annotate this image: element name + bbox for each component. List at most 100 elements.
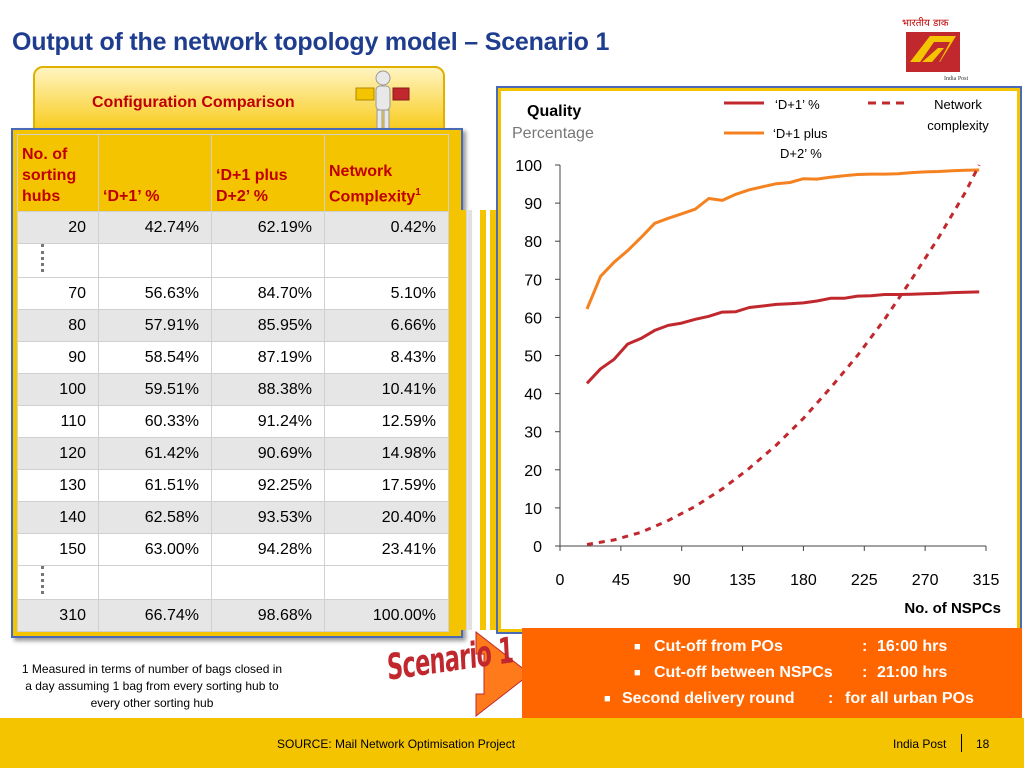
table-cell: 17.59% bbox=[324, 469, 449, 502]
table-cell bbox=[98, 565, 212, 600]
info-value: for all urban POs bbox=[845, 690, 974, 707]
page-title: Output of the network topology model – S… bbox=[12, 28, 610, 56]
info-sep: : bbox=[862, 638, 868, 655]
table-cell: 61.51% bbox=[98, 469, 212, 502]
india-post-logo: भारतीय डाक India Post bbox=[902, 17, 969, 82]
table-cell: 94.28% bbox=[211, 533, 325, 566]
ellipsis-dots-icon bbox=[41, 566, 47, 594]
header-text: ‘D+1 plus D+2’ % bbox=[216, 167, 288, 205]
info-box: ■ Cut-off from POs : 16:00 hrs ■ Cut-off… bbox=[522, 628, 1022, 718]
header-superscript: 1 bbox=[415, 186, 421, 198]
bullet-icon: ■ bbox=[634, 667, 641, 679]
table-row: 90 58.54% 87.19% 8.43% bbox=[17, 341, 449, 374]
info-sep: : bbox=[862, 664, 868, 681]
table-header-cell: ‘D+1’ % bbox=[98, 134, 212, 212]
table-header-row: No. of sorting hubs ‘D+1’ % ‘D+1 plus D+2’… bbox=[17, 134, 449, 212]
table-cell: 20.40% bbox=[324, 501, 449, 534]
table-row: 140 62.58% 93.53% 20.40% bbox=[17, 501, 449, 534]
series-line-0 bbox=[585, 290, 980, 385]
table-cell: 98.68% bbox=[211, 599, 325, 632]
footer-org: India Post bbox=[893, 737, 947, 751]
table-row: 80 57.91% 85.95% 6.66% bbox=[17, 309, 449, 342]
table-row: 110 60.33% 91.24% 12.59% bbox=[17, 405, 449, 438]
header-text: Network Complexity bbox=[329, 162, 416, 205]
table-cell: 100 bbox=[17, 373, 99, 406]
table-cell: 58.54% bbox=[98, 341, 212, 374]
puzzle-people-icon bbox=[355, 70, 410, 131]
table-cell: 87.19% bbox=[211, 341, 325, 374]
table-cell: 310 bbox=[17, 599, 99, 632]
table-cell: 100.00% bbox=[324, 599, 449, 632]
table-cell: 56.63% bbox=[98, 277, 212, 310]
page-number: 18 bbox=[976, 737, 990, 751]
ellipsis-dots-icon bbox=[41, 244, 47, 272]
footnote: 1 Measured in terms of number of bags cl… bbox=[21, 662, 283, 710]
y-tick-label: 50 bbox=[524, 349, 542, 366]
footer-separator bbox=[961, 734, 962, 752]
x-tick-label: 270 bbox=[912, 572, 939, 589]
y-tick-label: 80 bbox=[524, 234, 542, 251]
table-gap-row bbox=[17, 243, 449, 278]
y-tick-label: 70 bbox=[524, 272, 542, 289]
quality-chart: 0 10 20 30 40 50 60 70 80 90 100 0 45 90 135 180 225 270 3… bbox=[512, 97, 1001, 617]
table-cell: 10.41% bbox=[324, 373, 449, 406]
info-label: Cut-off between NSPCs bbox=[654, 664, 833, 681]
x-tick-label: 180 bbox=[790, 572, 817, 589]
section-tab-label: Configuration Comparison bbox=[92, 94, 295, 111]
chart-frame bbox=[498, 88, 1020, 632]
table-cell: 120 bbox=[17, 437, 99, 470]
info-label: Cut-off from POs bbox=[654, 638, 783, 655]
x-tick-label: 90 bbox=[673, 572, 691, 589]
table-cell bbox=[17, 565, 99, 600]
x-tick-label: 135 bbox=[729, 572, 756, 589]
table-cell: 14.98% bbox=[324, 437, 449, 470]
header-text: ‘D+1’ % bbox=[103, 188, 160, 205]
footer-bar bbox=[0, 718, 1024, 768]
svg-text:भारतीय डाक: भारतीय डाक bbox=[902, 17, 949, 29]
table-cell: 92.25% bbox=[211, 469, 325, 502]
x-tick-label: 225 bbox=[851, 572, 878, 589]
table-cell: 93.53% bbox=[211, 501, 325, 534]
table-row: 70 56.63% 84.70% 5.10% bbox=[17, 277, 449, 310]
legend-label-d1d2: ‘D+1 plus D+2’ % bbox=[773, 126, 828, 161]
table-cell bbox=[324, 565, 449, 600]
y-tick-label: 40 bbox=[524, 387, 542, 404]
legend-label-complexity: Network complexity bbox=[927, 97, 989, 133]
table-cell bbox=[98, 243, 212, 278]
y-tick-label: 100 bbox=[515, 158, 542, 175]
table-cell: 20 bbox=[17, 211, 99, 244]
table-row: 120 61.42% 90.69% 14.98% bbox=[17, 437, 449, 470]
info-value: 16:00 hrs bbox=[877, 638, 948, 655]
y-tick-label: 20 bbox=[524, 463, 542, 480]
table-cell bbox=[324, 243, 449, 278]
bullet-icon: ■ bbox=[634, 641, 641, 653]
table-cell: 90 bbox=[17, 341, 99, 374]
table-cell: 66.74% bbox=[98, 599, 212, 632]
table-cell: 70 bbox=[17, 277, 99, 310]
decorative-stripes bbox=[460, 210, 498, 630]
table-cell: 140 bbox=[17, 501, 99, 534]
y-tick-label: 0 bbox=[533, 539, 542, 556]
table-row: 20 42.74% 62.19% 0.42% bbox=[17, 211, 449, 244]
table-cell: 130 bbox=[17, 469, 99, 502]
table-row: 130 61.51% 92.25% 17.59% bbox=[17, 469, 449, 502]
table-cell: 110 bbox=[17, 405, 99, 438]
x-tick-label: 45 bbox=[612, 572, 630, 589]
logo-caption: India Post bbox=[944, 76, 969, 82]
table-cell: 42.74% bbox=[98, 211, 212, 244]
table-cell bbox=[211, 565, 325, 600]
table-cell: 61.42% bbox=[98, 437, 212, 470]
table-header-cell: ‘D+1 plus D+2’ % bbox=[211, 134, 325, 212]
header-text: No. of sorting hubs bbox=[22, 146, 77, 205]
y-tick-label: 60 bbox=[524, 310, 542, 327]
table-cell bbox=[211, 243, 325, 278]
table-cell: 0.42% bbox=[324, 211, 449, 244]
table-cell: 84.70% bbox=[211, 277, 325, 310]
x-tick-label: 315 bbox=[973, 572, 1000, 589]
legend-label-d1: ‘D+1’ % bbox=[775, 97, 820, 112]
table-cell: 88.38% bbox=[211, 373, 325, 406]
y-tick-label: 30 bbox=[524, 425, 542, 442]
table-cell: 59.51% bbox=[98, 373, 212, 406]
footer-source: SOURCE: Mail Network Optimisation Projec… bbox=[277, 737, 516, 751]
x-axis-title: No. of NSPCs bbox=[904, 600, 1001, 617]
